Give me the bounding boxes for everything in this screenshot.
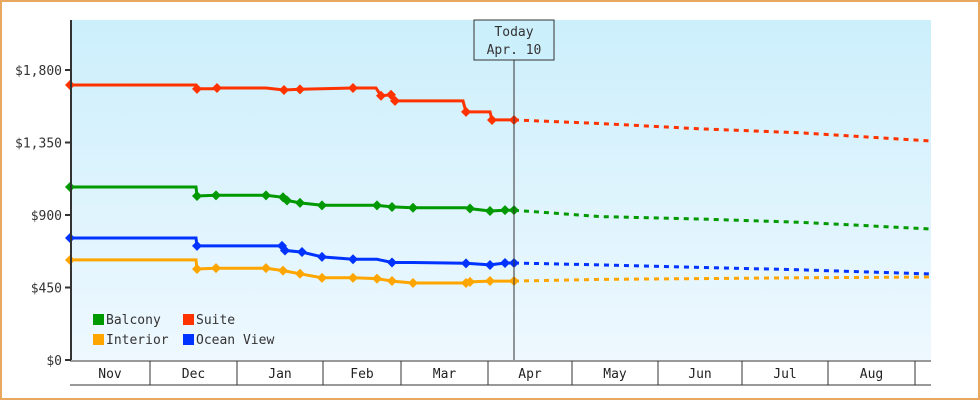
- data-point[interactable]: [278, 265, 288, 276]
- data-point[interactable]: [387, 201, 397, 212]
- data-point[interactable]: [297, 247, 307, 258]
- data-point[interactable]: [282, 195, 292, 206]
- data-point[interactable]: [261, 263, 271, 274]
- y-tick-label: $450: [31, 282, 62, 297]
- data-point[interactable]: [387, 276, 397, 287]
- series-interior: [65, 254, 932, 288]
- y-tick-label: $0: [46, 354, 62, 369]
- data-point[interactable]: [280, 245, 290, 256]
- today-date: Apr. 10: [487, 43, 542, 58]
- data-point[interactable]: [348, 254, 358, 265]
- data-point[interactable]: [192, 83, 202, 94]
- data-point[interactable]: [372, 200, 382, 211]
- data-point[interactable]: [295, 197, 305, 208]
- data-point[interactable]: [192, 240, 202, 251]
- data-point[interactable]: [211, 263, 221, 274]
- data-point[interactable]: [461, 258, 471, 269]
- data-point[interactable]: [485, 276, 495, 287]
- y-tick-label: $1,800: [15, 64, 62, 79]
- plot-area: [71, 20, 931, 360]
- data-point[interactable]: [212, 83, 222, 94]
- series-suite: [65, 79, 932, 143]
- data-point[interactable]: [485, 205, 495, 216]
- legend-label: Suite: [196, 313, 235, 328]
- legend-swatch: [183, 314, 194, 325]
- x-month-label: Jul: [773, 367, 796, 382]
- x-month-label: Dec: [182, 367, 205, 382]
- data-point[interactable]: [376, 90, 386, 101]
- data-point[interactable]: [192, 190, 202, 201]
- data-point[interactable]: [317, 272, 327, 283]
- y-axis-ticks: $0 $450 $900 $1,350 $1,800: [15, 64, 71, 369]
- legend-label: Ocean View: [196, 333, 274, 348]
- x-month-label: Apr: [518, 367, 542, 382]
- data-point[interactable]: [261, 190, 271, 201]
- data-point[interactable]: [295, 268, 305, 279]
- series-ocean-view: [65, 233, 932, 276]
- data-point[interactable]: [279, 84, 289, 95]
- data-point[interactable]: [408, 277, 418, 288]
- data-point[interactable]: [348, 272, 358, 283]
- data-point[interactable]: [408, 202, 418, 213]
- x-axis: Nov Dec Jan Feb Mar Apr May Jun Jul Aug: [70, 360, 931, 386]
- today-label: Today: [494, 25, 533, 40]
- x-month-label: Jan: [268, 367, 291, 382]
- legend-label: Interior: [106, 333, 169, 348]
- legend-label: Balcony: [106, 313, 161, 328]
- data-point[interactable]: [487, 114, 497, 125]
- data-point[interactable]: [317, 200, 327, 211]
- data-point[interactable]: [500, 258, 510, 269]
- data-point[interactable]: [461, 106, 471, 117]
- y-tick-label: $1,350: [15, 137, 62, 152]
- data-point[interactable]: [211, 190, 221, 201]
- legend-swatch: [93, 314, 104, 325]
- today-marker: Today Apr. 10: [473, 19, 555, 360]
- data-point[interactable]: [372, 273, 382, 284]
- x-month-label: May: [603, 367, 627, 382]
- data-point[interactable]: [348, 83, 358, 94]
- data-point[interactable]: [465, 276, 475, 287]
- x-month-label: Feb: [350, 367, 374, 382]
- x-month-label: Mar: [433, 367, 457, 382]
- data-point[interactable]: [386, 89, 396, 100]
- y-tick-label: $900: [31, 209, 62, 224]
- x-month-label: Aug: [860, 367, 883, 382]
- data-point[interactable]: [387, 257, 397, 268]
- legend: Balcony Suite Interior Ocean View: [93, 313, 274, 348]
- data-point[interactable]: [390, 95, 400, 106]
- data-point[interactable]: [485, 259, 495, 270]
- x-month-label: Nov: [98, 367, 122, 382]
- data-point[interactable]: [465, 203, 475, 214]
- data-point[interactable]: [500, 205, 510, 216]
- x-month-label: Jun: [688, 367, 711, 382]
- legend-swatch: [93, 334, 104, 345]
- data-point[interactable]: [295, 84, 305, 95]
- legend-swatch: [183, 334, 194, 345]
- data-point[interactable]: [192, 263, 202, 274]
- data-point[interactable]: [317, 251, 327, 262]
